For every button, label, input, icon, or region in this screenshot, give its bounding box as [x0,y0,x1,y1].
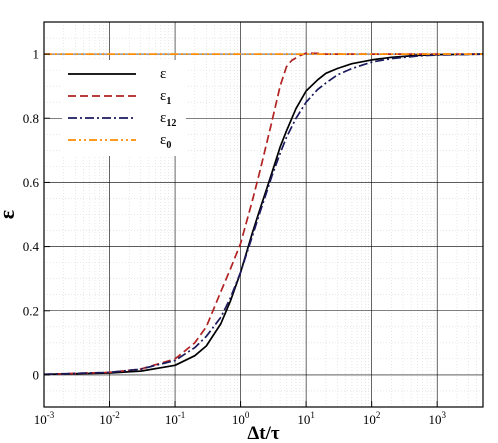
x-axis-title: Δt/τ [247,423,280,443]
legend-box [62,60,186,156]
series-line-ε [43,53,484,376]
x-tick-label: 10-2 [99,410,120,427]
y-tick-label: 0.6 [23,175,40,190]
x-tick-label: 100 [232,410,250,427]
x-tick-label: 103 [428,410,446,427]
x-axis: 10-3 10-2 10-1 100 101 102 103 [34,401,446,427]
y-tick-label: 0.4 [23,239,40,254]
x-tick-label: 10-1 [165,410,186,427]
x-tick-label: 10-3 [34,410,55,427]
y-axis-title: ε [0,210,19,219]
legend-label: ε0 [160,132,171,151]
y-tick-label: 0.8 [23,111,39,126]
x-tick-label: 102 [363,410,381,427]
series-layer [43,52,484,376]
x-tick-label: 101 [297,410,315,427]
y-tick-label: 0 [33,367,40,382]
legend-label: ε1 [160,88,171,107]
y-axis: 0 0.2 0.4 0.6 0.8 1 [23,47,50,382]
legend-label: ε [160,66,166,82]
y-tick-label: 1 [33,47,40,62]
y-tick-label: 0.2 [23,303,39,318]
legend-label: ε12 [160,110,176,129]
series-line-ε1 [43,52,483,376]
legend: ε ε1 ε12 ε0 [62,60,186,156]
plot-frame [43,21,484,408]
series-line-ε12 [43,53,484,376]
